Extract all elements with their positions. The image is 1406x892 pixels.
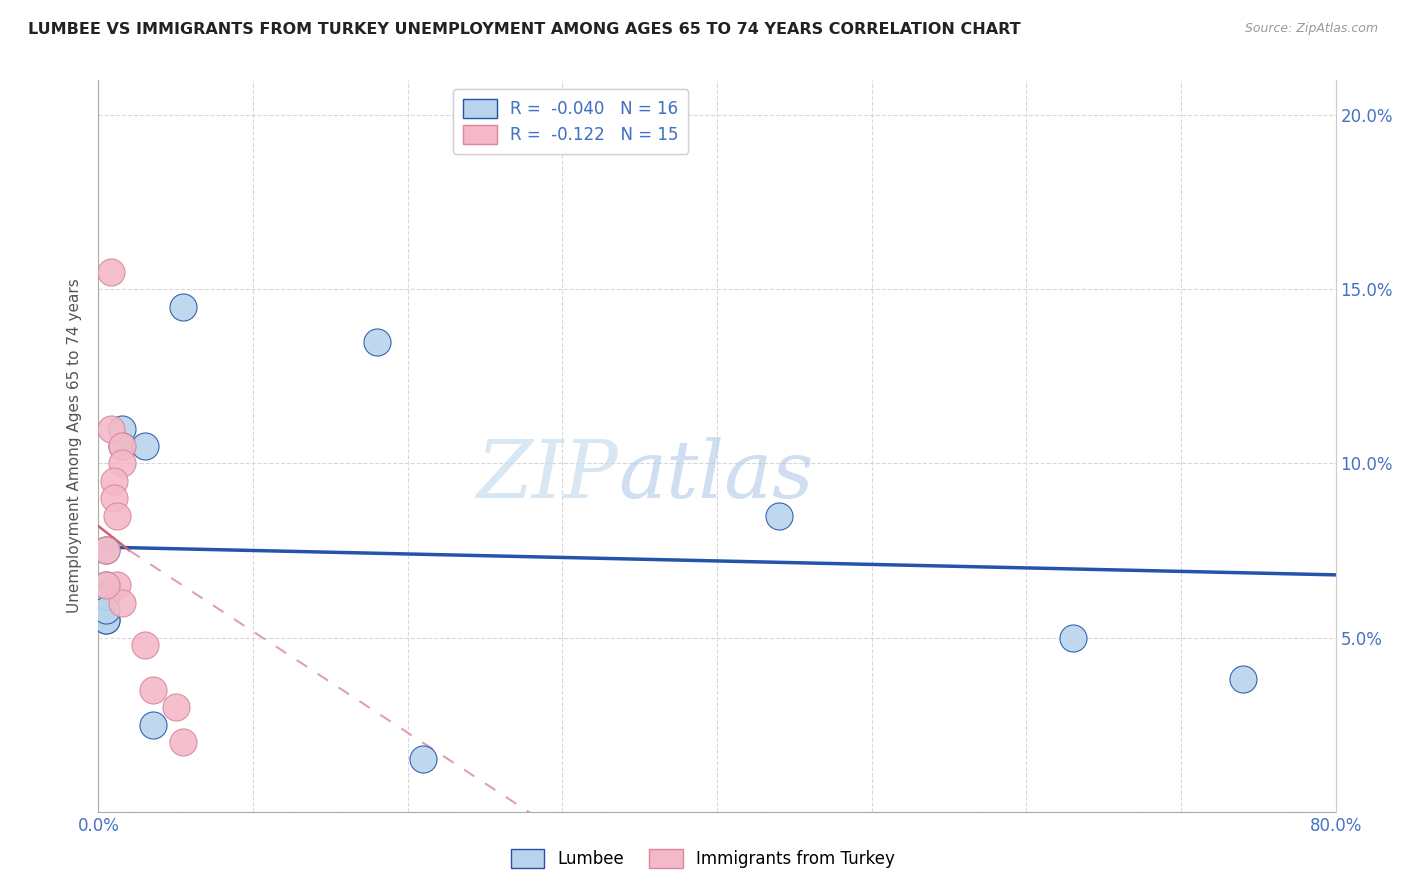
Point bbox=[134, 638, 156, 652]
Point bbox=[103, 474, 125, 488]
Point bbox=[96, 578, 118, 592]
Point bbox=[111, 596, 134, 610]
Text: ZIP: ZIP bbox=[477, 436, 619, 514]
Text: LUMBEE VS IMMIGRANTS FROM TURKEY UNEMPLOYMENT AMONG AGES 65 TO 74 YEARS CORRELAT: LUMBEE VS IMMIGRANTS FROM TURKEY UNEMPLO… bbox=[28, 22, 1021, 37]
Point bbox=[768, 508, 790, 523]
Point bbox=[111, 421, 134, 435]
Point bbox=[96, 603, 118, 617]
Point bbox=[96, 543, 118, 558]
Y-axis label: Unemployment Among Ages 65 to 74 years: Unemployment Among Ages 65 to 74 years bbox=[67, 278, 83, 614]
Point bbox=[111, 439, 134, 453]
Legend: Lumbee, Immigrants from Turkey: Lumbee, Immigrants from Turkey bbox=[505, 842, 901, 875]
Legend: R =  -0.040   N = 16, R =  -0.122   N = 15: R = -0.040 N = 16, R = -0.122 N = 15 bbox=[453, 88, 689, 153]
Point bbox=[366, 334, 388, 349]
Text: atlas: atlas bbox=[619, 436, 814, 514]
Point bbox=[111, 457, 134, 471]
Point bbox=[96, 578, 118, 592]
Point bbox=[96, 613, 118, 627]
Point bbox=[105, 508, 128, 523]
Point bbox=[173, 300, 195, 314]
Point bbox=[1232, 673, 1254, 687]
Point bbox=[96, 543, 118, 558]
Point bbox=[96, 589, 118, 603]
Point bbox=[105, 578, 128, 592]
Point bbox=[165, 700, 187, 714]
Point bbox=[142, 682, 165, 697]
Point bbox=[173, 735, 195, 749]
Point bbox=[96, 613, 118, 627]
Point bbox=[100, 265, 122, 279]
Point bbox=[103, 491, 125, 506]
Point bbox=[412, 752, 434, 766]
Point bbox=[134, 439, 156, 453]
Point bbox=[142, 717, 165, 731]
Point bbox=[111, 439, 134, 453]
Point bbox=[1062, 631, 1084, 645]
Text: Source: ZipAtlas.com: Source: ZipAtlas.com bbox=[1244, 22, 1378, 36]
Point bbox=[100, 421, 122, 435]
